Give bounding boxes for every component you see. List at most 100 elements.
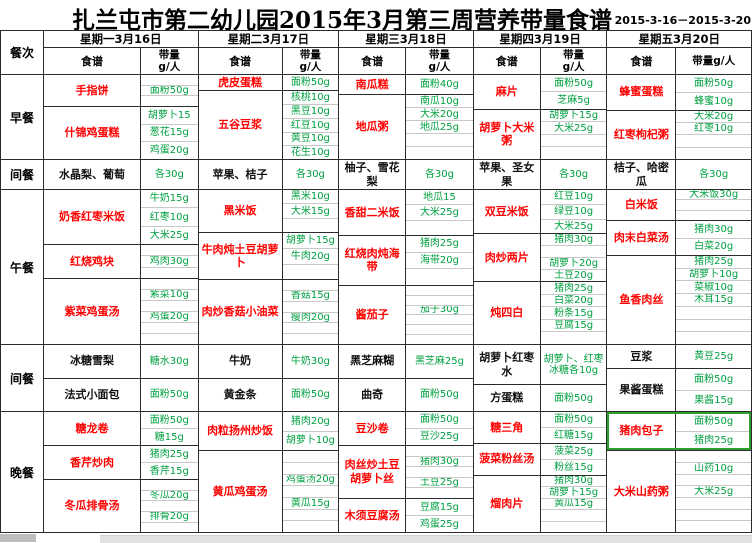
amount-cell[interactable]: 白菜20g [676, 237, 752, 255]
amount-cell[interactable]: 海带20g [406, 251, 473, 269]
amount-cell[interactable]: 豆腐15g [419, 501, 460, 513]
dish-name-cell[interactable]: 什锦鸡蛋糕 [44, 106, 141, 159]
empty-cell[interactable] [141, 266, 198, 278]
empty-cell[interactable] [406, 466, 473, 477]
dish-name-cell[interactable]: 胡萝卜大米粥 [474, 109, 541, 159]
amount-cell[interactable]: 鸡蛋汤20g [282, 473, 339, 485]
empty-cell[interactable] [540, 331, 607, 344]
amount-cell[interactable]: 面粉50g [554, 77, 594, 89]
amount-cell[interactable]: 鸡肉30g [141, 255, 198, 267]
empty-cell[interactable] [676, 331, 752, 344]
amount-cell[interactable]: 猪肉25g [676, 430, 752, 451]
dish-name-cell[interactable]: 肉粒扬州炒饭 [199, 412, 283, 451]
dish-name-cell[interactable]: 红烧肉炖海带 [339, 236, 407, 285]
amount-cell[interactable]: 大米20g [694, 110, 734, 122]
amount-cell[interactable]: 黑豆10g [282, 104, 339, 118]
amount-cell[interactable]: 红枣10g [676, 122, 752, 134]
amount-cell[interactable]: 芝麻5g [540, 91, 607, 108]
dish-name-cell[interactable]: 曲奇 [339, 378, 407, 411]
amount-cell[interactable]: 粉条15g [540, 306, 607, 319]
dish-name-cell[interactable]: 法式小面包 [44, 378, 141, 411]
amount-cell[interactable]: 面粉50g [290, 389, 330, 401]
amount-cell[interactable]: 面粉50g [694, 77, 734, 89]
amount-cell[interactable]: 菠菜25g [554, 445, 594, 457]
amount-cell[interactable]: 各30g [559, 169, 589, 180]
meal-label[interactable]: 晚餐 [1, 412, 44, 532]
dish-name-cell[interactable]: 豆浆 [607, 345, 677, 369]
amount-cell[interactable]: 牛奶30g [290, 355, 330, 367]
amount-cell[interactable]: 胡萝卜10g [676, 267, 752, 281]
amount-cell[interactable]: 猪肉25g [554, 282, 594, 294]
amount-cell[interactable]: 排骨20g [141, 510, 198, 522]
amount-cell[interactable]: 粉丝15g [540, 458, 607, 475]
empty-cell[interactable] [141, 95, 198, 106]
empty-cell[interactable] [676, 508, 752, 521]
empty-cell[interactable] [676, 305, 752, 319]
empty-cell[interactable] [676, 209, 752, 220]
amount-cell[interactable]: 黄瓜15g [282, 496, 339, 509]
empty-cell[interactable] [141, 245, 198, 255]
amount-cell[interactable]: 大米15g [282, 203, 339, 217]
dish-name-cell[interactable]: 木须豆腐汤 [339, 499, 407, 532]
dish-name-cell[interactable]: 黄瓜鸡蛋汤 [199, 451, 283, 532]
empty-cell[interactable] [141, 321, 198, 333]
empty-cell[interactable] [406, 324, 473, 334]
amount-column-header[interactable]: 带量 g/人 [158, 48, 181, 73]
amount-cell[interactable]: 面粉50g [149, 414, 189, 426]
empty-cell[interactable] [282, 461, 339, 474]
amount-cell[interactable]: 南瓜10g [419, 95, 460, 107]
empty-cell[interactable] [406, 487, 473, 498]
dish-name-cell[interactable]: 肉丝炒土豆胡萝卜丝 [339, 445, 407, 499]
empty-cell[interactable] [676, 496, 752, 509]
dish-name-cell[interactable]: 南瓜糕 [339, 75, 407, 95]
empty-cell[interactable] [406, 334, 473, 344]
day-header-tuesday[interactable]: 星期二3月17日 [198, 31, 339, 48]
amount-cell[interactable]: 木耳15g [676, 293, 752, 306]
dish-name-cell[interactable]: 大米山药粥 [607, 451, 677, 532]
meal-label[interactable]: 间餐 [1, 160, 44, 189]
empty-cell[interactable] [282, 508, 339, 521]
dish-name-cell[interactable]: 炖四白 [474, 282, 541, 344]
amount-cell[interactable]: 瘦肉20g [282, 311, 339, 322]
empty-cell[interactable] [406, 314, 473, 324]
amount-cell[interactable]: 大米20g [406, 107, 473, 120]
menu-column-header[interactable]: 食谱 [607, 48, 677, 74]
amount-cell[interactable]: 红豆10g [282, 117, 339, 132]
amount-cell[interactable]: 土豆25g [406, 476, 473, 487]
empty-cell[interactable] [282, 485, 339, 497]
amount-cell[interactable]: 大米25g [540, 218, 607, 234]
empty-cell[interactable] [540, 520, 607, 532]
amount-cell[interactable]: 地瓜25g [406, 120, 473, 133]
amount-cell[interactable]: 大米25g [406, 204, 473, 219]
dish-name-cell[interactable]: 虎皮蛋糕 [199, 75, 283, 91]
amount-cell[interactable]: 猪肉25g [149, 448, 189, 460]
empty-cell[interactable] [141, 299, 198, 311]
amount-cell[interactable]: 红豆10g [554, 191, 594, 203]
menu-column-header[interactable]: 食谱 [44, 48, 141, 74]
amount-cell[interactable]: 面粉50g [141, 84, 198, 95]
dish-name-cell[interactable]: 奶香红枣米饭 [44, 190, 141, 245]
dish-name-cell[interactable]: 豆沙卷 [339, 412, 407, 445]
empty-cell[interactable] [676, 451, 751, 462]
amount-cell[interactable]: 大米25g [141, 225, 198, 244]
empty-cell[interactable] [141, 332, 198, 344]
empty-cell[interactable] [283, 451, 339, 462]
dish-name-cell[interactable]: 糖三角 [474, 412, 541, 443]
amount-cell[interactable]: 绿豆10g [540, 203, 607, 219]
amount-cell[interactable]: 黄瓜15g [540, 497, 607, 509]
empty-cell[interactable] [406, 133, 473, 146]
dish-name-cell[interactable]: 果酱蛋糕 [607, 369, 677, 411]
amount-column-header[interactable]: 带量 g/人 [299, 48, 322, 73]
amount-cell[interactable]: 面粉50g [554, 413, 594, 425]
empty-cell[interactable] [676, 134, 752, 146]
amount-cell[interactable]: 土豆20g [540, 269, 607, 281]
amount-cell[interactable]: 鸡蛋25g [406, 515, 473, 532]
dish-name-cell[interactable]: 方蛋糕 [474, 385, 541, 411]
dish-name-cell[interactable]: 五谷豆浆 [199, 91, 283, 159]
amount-cell[interactable]: 胡萝卜15g [285, 235, 335, 247]
amount-cell[interactable]: 面粉50g [554, 392, 594, 404]
amount-cell[interactable]: 豆腐15g [540, 318, 607, 332]
empty-cell[interactable] [283, 280, 339, 290]
amount-cell[interactable]: 冬瓜20g [141, 489, 198, 500]
empty-cell[interactable] [141, 521, 198, 533]
